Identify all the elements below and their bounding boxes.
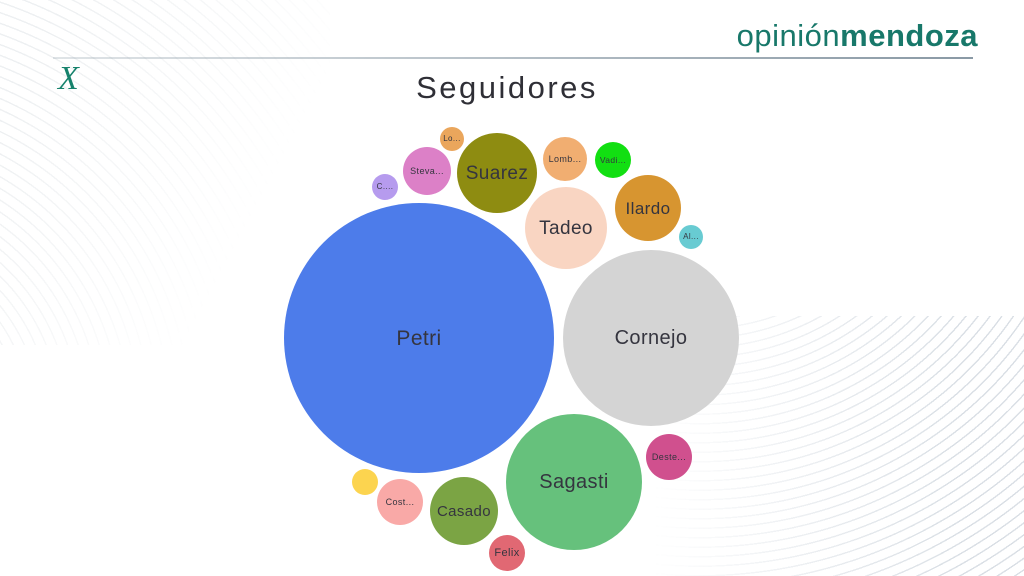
bubble-unlabeled[interactable]	[352, 469, 378, 495]
bubble-label-casado: Casado	[436, 502, 492, 520]
bubble-label-felix: Felix	[494, 546, 520, 559]
bubble-label-suarez: Suarez	[465, 162, 529, 184]
bubble-label-petri: Petri	[396, 326, 442, 350]
bubble-label-deste: Deste...	[651, 451, 687, 462]
bubble-label-tadeo: Tadeo	[539, 217, 593, 239]
bubble-label-cornejo: Cornejo	[614, 327, 688, 349]
bubble-label-cost: Cost...	[385, 496, 415, 507]
bubble-deste[interactable]: Deste...	[646, 434, 692, 480]
header-divider	[53, 57, 973, 59]
bubble-lomb[interactable]: Lomb...	[543, 137, 587, 181]
brand-logo: opiniónmendoza	[737, 18, 978, 54]
bubble-tadeo[interactable]: Tadeo	[525, 187, 607, 269]
bubble-al[interactable]: Al...	[679, 225, 703, 249]
bubble-suarez[interactable]: Suarez	[457, 133, 537, 213]
bubble-label-steva: Steva...	[410, 165, 444, 176]
bubble-vadi[interactable]: Vadi...	[595, 142, 631, 178]
brand-logo-bold: mendoza	[840, 18, 978, 53]
bubble-label-c: C....	[376, 182, 394, 191]
bubble-petri[interactable]: Petri	[284, 203, 554, 473]
bubble-c[interactable]: C....	[372, 174, 398, 200]
bubble-label-lomb: Lomb...	[548, 153, 582, 164]
bubble-felix[interactable]: Felix	[489, 535, 525, 571]
bubble-label-sagasti: Sagasti	[539, 471, 609, 493]
bubble-sagasti[interactable]: Sagasti	[506, 414, 642, 550]
bubble-label-al: Al...	[683, 232, 699, 241]
bubble-lo[interactable]: Lo...	[440, 127, 464, 151]
bubble-cost[interactable]: Cost...	[377, 479, 423, 525]
x-mark: X	[58, 60, 79, 97]
bubble-label-lo: Lo...	[443, 134, 461, 143]
bubble-label-vadi: Vadi...	[599, 154, 627, 165]
bubble-ilardo[interactable]: Ilardo	[615, 175, 681, 241]
bubble-label-ilardo: Ilardo	[625, 198, 671, 218]
bubble-casado[interactable]: Casado	[430, 477, 498, 545]
bubble-steva[interactable]: Steva...	[403, 147, 451, 195]
chart-title: Seguidores	[416, 70, 598, 105]
bubble-cornejo[interactable]: Cornejo	[563, 250, 739, 426]
brand-logo-regular: opinión	[736, 18, 841, 53]
